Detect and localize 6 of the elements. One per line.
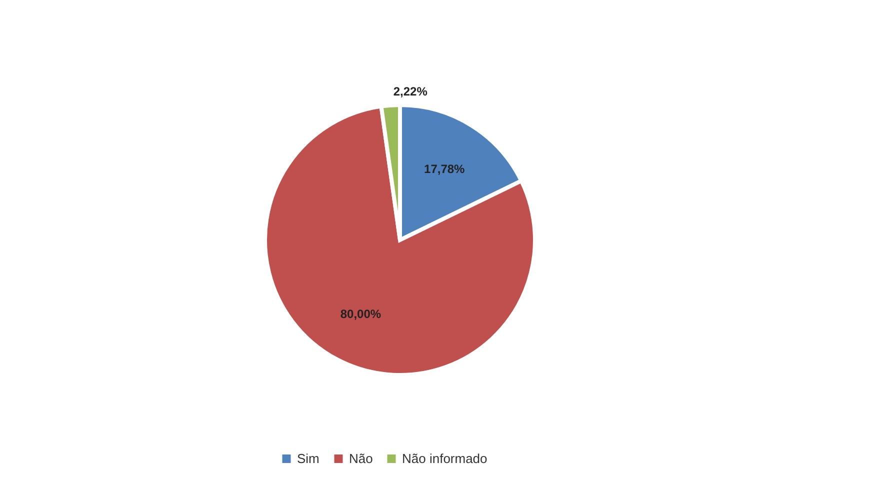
legend-label: Sim	[297, 450, 320, 466]
data-label: 2,22%	[393, 84, 428, 98]
data-label: 17,78%	[424, 162, 466, 176]
legend-label: Não	[349, 450, 373, 466]
legend-label: Não informado	[402, 450, 488, 466]
data-label: 80,00%	[340, 306, 382, 321]
